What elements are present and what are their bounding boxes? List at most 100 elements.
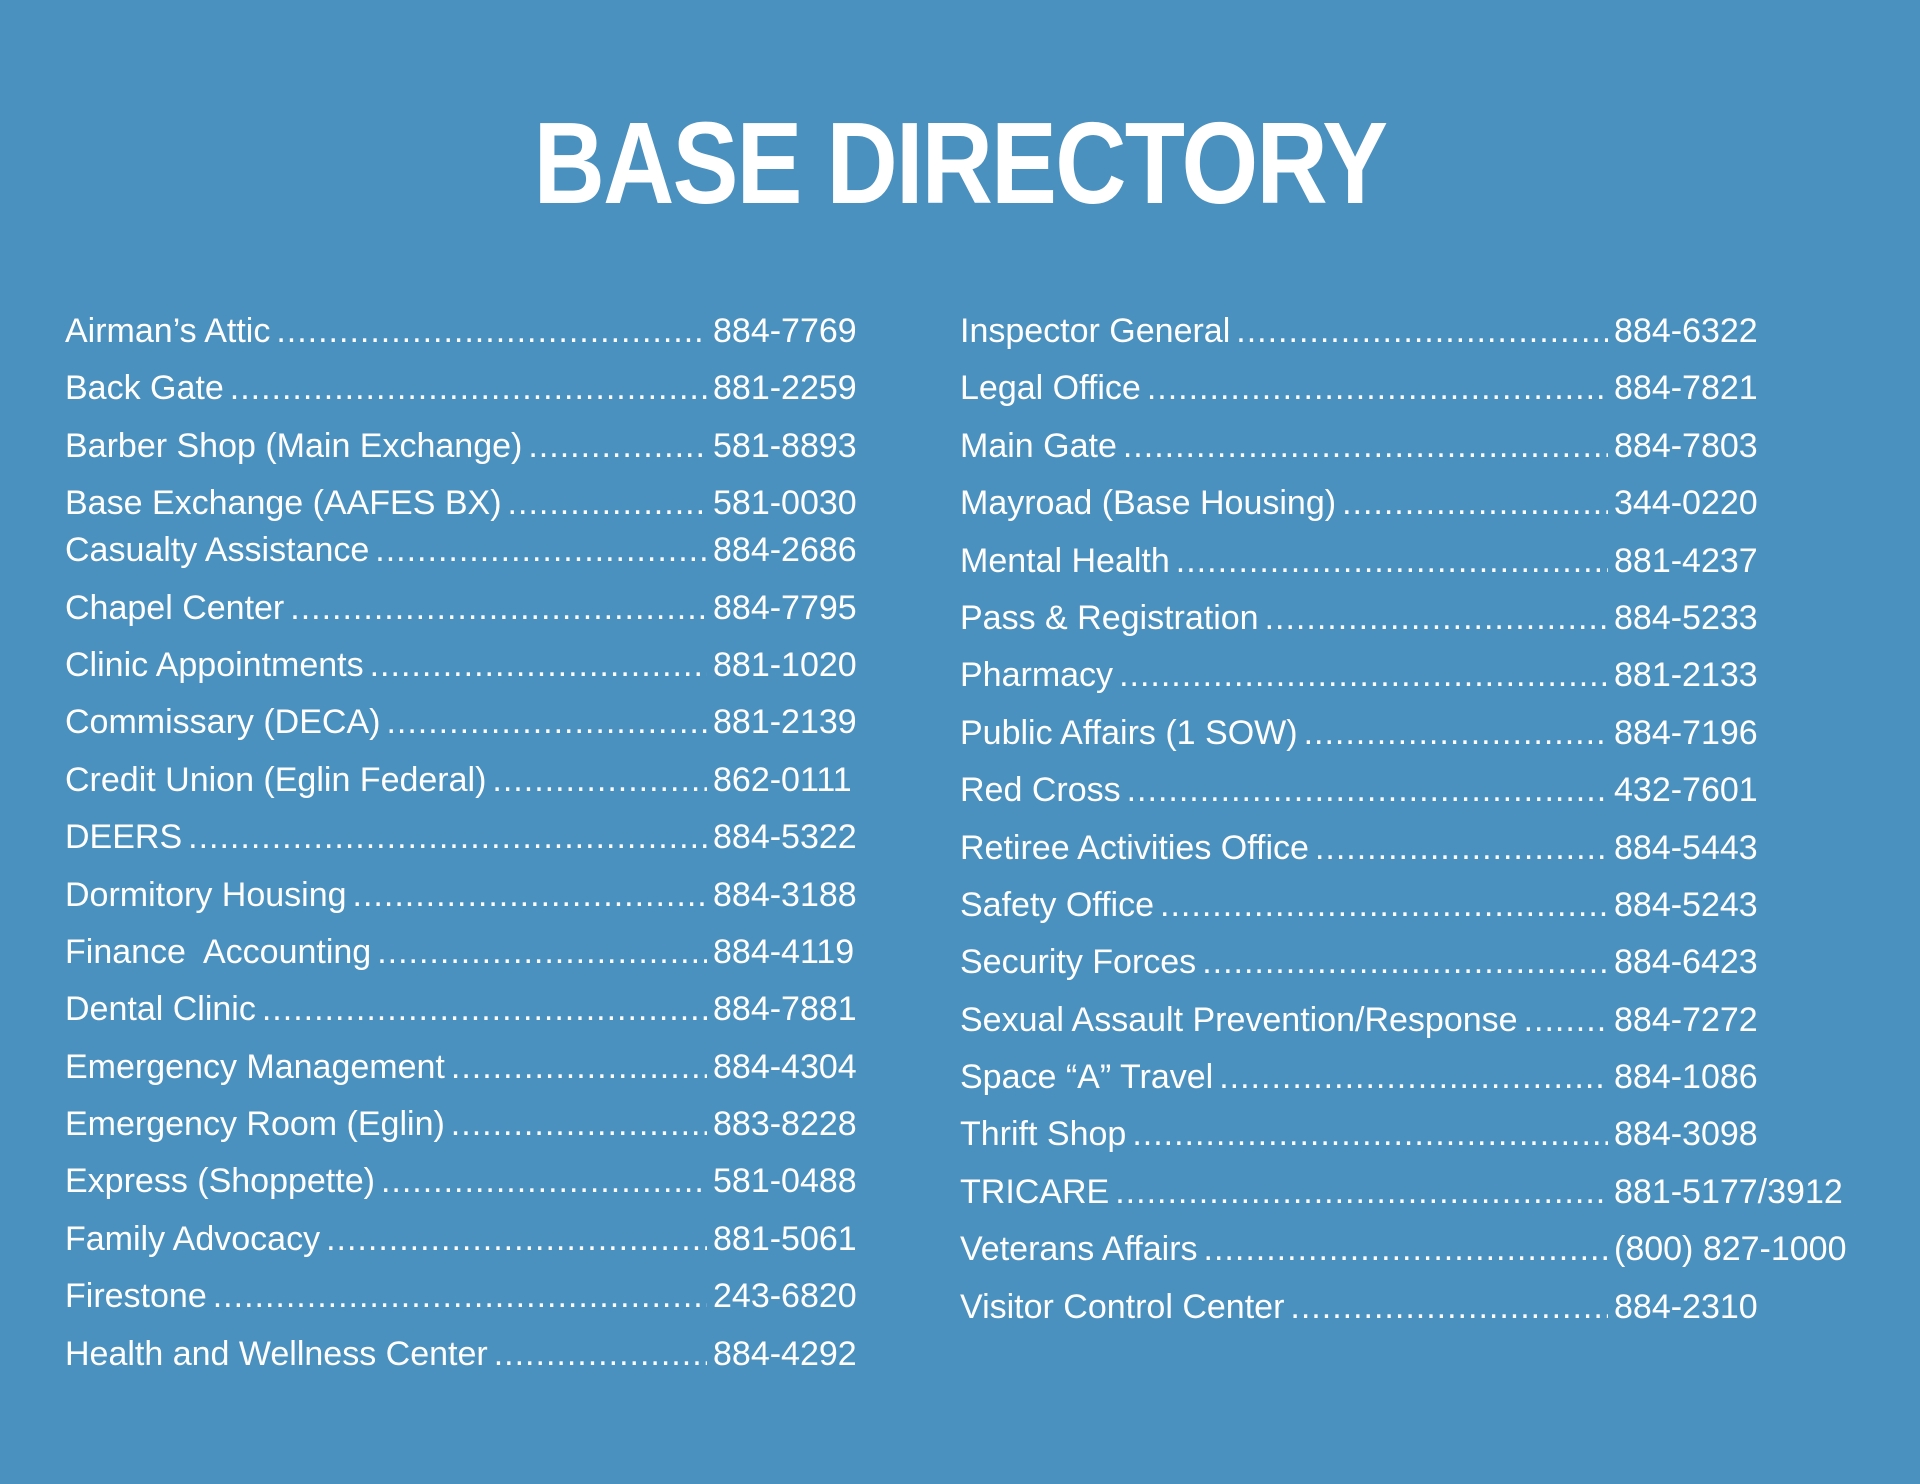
entry-phone: 884-2310 [1614, 1287, 1758, 1326]
dot-leader [213, 1272, 707, 1320]
entry-name: Inspector General [960, 312, 1231, 350]
entry-name: DEERS [65, 818, 183, 857]
directory-entry: Back Gate 881-2259 [65, 364, 867, 421]
dot-leader [528, 422, 707, 470]
entry-name: Public Affairs (1 SOW) [960, 713, 1298, 752]
dot-leader [290, 584, 707, 632]
entry-phone: 881-2139 [713, 703, 857, 742]
entry-phone: 884-5443 [1614, 828, 1758, 867]
directory-entry: Inspector General 884-6322 [960, 307, 1854, 364]
directory-entry: Chapel Center 884-7795 [65, 584, 867, 641]
entry-phone: 884-3098 [1614, 1115, 1758, 1154]
directory-entry: Pass & Registration 884-5233 [960, 594, 1854, 651]
entry-name: Pass & Registration [960, 598, 1259, 637]
dot-leader [1160, 881, 1608, 929]
directory-entry: Main Gate 884-7803 [960, 422, 1854, 479]
dot-leader [1204, 1225, 1608, 1273]
dot-leader [1290, 1283, 1608, 1331]
entry-phone: 884-7803 [1614, 426, 1758, 465]
dot-leader [492, 756, 707, 804]
dot-leader [1524, 996, 1608, 1044]
dot-leader [377, 928, 707, 976]
dot-leader [451, 1100, 707, 1148]
entry-name: Barber Shop (Main Exchange) [65, 426, 523, 465]
entry-phone: 884-2686 [713, 531, 857, 570]
dot-leader [1219, 1053, 1608, 1101]
directory-entry: Casualty Assistance 884-2686 [65, 526, 867, 583]
dot-leader [1265, 594, 1608, 642]
dot-leader [276, 307, 707, 355]
directory-entry: Credit Union (Eglin Federal) 862-0111 [65, 756, 867, 813]
dot-leader [1342, 479, 1608, 527]
dot-leader [508, 479, 707, 527]
directory-entry: Visitor Control Center 884-2310 [960, 1283, 1854, 1340]
entry-name: Express (Shoppette) [65, 1162, 375, 1201]
dot-leader [451, 1043, 707, 1091]
dot-leader [1132, 1110, 1608, 1158]
directory-entry: Airman’s Attic 884-7769 [65, 307, 867, 364]
entry-phone: 881-5061 [713, 1219, 857, 1258]
entry-name: Credit Union (Eglin Federal) [65, 760, 487, 799]
entry-name: Commissary (DECA) [65, 703, 381, 742]
entry-name: Dormitory Housing [65, 875, 347, 914]
directory-entry: TRICARE 881-5177/3912 [960, 1168, 1854, 1225]
entry-phone: 884-4119 [713, 932, 855, 971]
entry-phone: 884-1086 [1614, 1058, 1758, 1097]
entry-name: Base Exchange (AAFES BX) [65, 484, 502, 523]
directory-entry: Public Affairs (1 SOW) 884-7196 [960, 709, 1854, 766]
entry-phone: 581-8893 [713, 426, 857, 465]
entry-phone: 884-7795 [713, 588, 857, 627]
entry-name: Veterans Affairs [960, 1230, 1198, 1269]
directory-entry: Retiree Activities Office 884-5443 [960, 824, 1854, 881]
dot-leader [370, 641, 707, 689]
entry-phone: 884-5243 [1614, 885, 1758, 924]
entry-name: Thrift Shop [960, 1115, 1127, 1154]
dot-leader [326, 1215, 707, 1263]
entry-phone: 881-1020 [713, 645, 857, 684]
directory-entry: Pharmacy 881-2133 [960, 651, 1854, 708]
entry-name: Safety Office [960, 885, 1155, 924]
dot-leader [386, 698, 707, 746]
dot-leader [494, 1330, 707, 1378]
entry-name: Dental Clinic [65, 990, 256, 1029]
entry-phone: 884-6322 [1614, 312, 1758, 350]
entry-name: Family Advocacy [65, 1219, 321, 1258]
entry-phone: 884-4304 [713, 1047, 857, 1086]
entry-phone: 883-8228 [713, 1105, 857, 1144]
dot-leader [1304, 709, 1608, 757]
dot-leader [381, 1157, 707, 1205]
entry-name: Health and Wellness Center [65, 1334, 488, 1373]
entry-name: Chapel Center [65, 588, 285, 627]
entry-name: Pharmacy [960, 656, 1114, 695]
directory-left-column: Airman’s Attic 884-7769 Back Gate 881-2259… [65, 307, 867, 1387]
entry-name: Security Forces [960, 943, 1197, 982]
directory-entry: Clinic Appointments 881-1020 [65, 641, 867, 698]
entry-name: Finance Accounting [65, 932, 372, 971]
dot-leader [1176, 537, 1608, 585]
directory-entry: DEERS 884-5322 [65, 813, 867, 870]
entry-name: Sexual Assault Prevention/Response [960, 1000, 1518, 1039]
dot-leader [1236, 307, 1608, 355]
entry-name: TRICARE [960, 1172, 1110, 1211]
entry-name: Clinic Appointments [65, 645, 364, 684]
directory-entry: Dental Clinic 884-7881 [65, 985, 867, 1042]
directory-entry: Barber Shop (Main Exchange) 581-8893 [65, 422, 867, 479]
entry-name: Red Cross [960, 771, 1121, 810]
directory-entry: Dormitory Housing 884-3188 [65, 871, 867, 928]
entry-name: Legal Office [960, 369, 1141, 408]
dot-leader [375, 526, 707, 574]
dot-leader [1147, 364, 1608, 412]
dot-leader [1119, 651, 1608, 699]
dot-leader [188, 813, 707, 861]
dot-leader [1202, 938, 1608, 986]
directory-entry: Express (Shoppette) 581-0488 [65, 1157, 867, 1214]
dot-leader [262, 985, 707, 1033]
directory-entry: Safety Office 884-5243 [960, 881, 1854, 938]
directory-entry: Security Forces 884-6423 [960, 938, 1854, 995]
entry-phone: 884-7769 [713, 312, 857, 350]
entry-phone: 884-6423 [1614, 943, 1758, 982]
dot-leader [230, 364, 707, 412]
directory-entry: Commissary (DECA) 881-2139 [65, 698, 867, 755]
directory-right-column: Inspector General 884-6322 Legal Office 88… [960, 307, 1854, 1340]
directory-entry: Mayroad (Base Housing) 344-0220 [960, 479, 1854, 536]
